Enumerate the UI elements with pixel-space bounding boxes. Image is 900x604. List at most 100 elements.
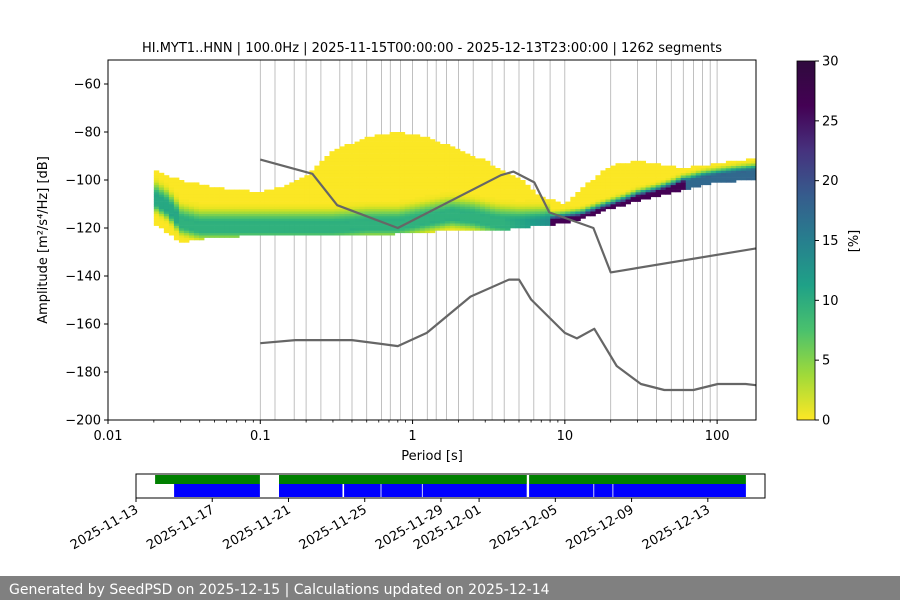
heatmap-cell <box>334 151 340 154</box>
heatmap-cell <box>354 146 360 150</box>
heatmap-cell <box>324 156 330 159</box>
heatmap-cell <box>404 213 411 217</box>
heatmap-cell <box>585 211 591 214</box>
heatmap-cell <box>464 213 471 217</box>
heatmap-cell <box>454 189 461 193</box>
heatmap-cell <box>209 216 215 219</box>
heatmap-cell <box>490 206 496 210</box>
heatmap-cell <box>515 225 521 229</box>
heatmap-cell <box>545 218 551 222</box>
heatmap-cell <box>178 189 185 193</box>
heatmap-cell <box>399 204 406 207</box>
heatmap-cell <box>605 201 611 205</box>
heatmap-cell <box>474 192 481 195</box>
heatmap-cell <box>409 148 416 152</box>
heatmap-cell <box>329 160 335 164</box>
heatmap-cell <box>650 187 657 190</box>
heatmap-cell <box>369 211 376 214</box>
heatmap-cell <box>294 232 300 236</box>
heatmap-cell <box>279 211 285 214</box>
heatmap-cell <box>540 201 546 205</box>
heatmap-cell <box>334 177 340 181</box>
heatmap-cell <box>419 228 426 231</box>
heatmap-cell <box>459 223 466 226</box>
heatmap-cell <box>424 201 431 205</box>
heatmap-cell <box>389 172 396 176</box>
heatmap-cell <box>344 213 350 217</box>
heatmap-cell <box>289 196 295 200</box>
heatmap-cell <box>510 201 516 205</box>
heatmap-cell <box>329 218 335 222</box>
heatmap-cell <box>384 204 391 207</box>
heatmap-cell <box>505 216 511 219</box>
heatmap-cell <box>369 151 376 154</box>
heatmap-cell <box>590 199 596 202</box>
heatmap-cell <box>259 211 265 214</box>
heatmap-cell <box>630 192 636 195</box>
heatmap-cell <box>289 182 295 186</box>
heatmap-cell <box>289 225 295 229</box>
heatmap-cell <box>490 182 496 186</box>
heatmap-cell <box>389 175 396 178</box>
heatmap-cell <box>575 211 581 214</box>
heatmap-cell <box>454 223 461 226</box>
heatmap-cell <box>314 228 320 231</box>
heatmap-cell <box>264 208 270 212</box>
heatmap-cell <box>480 177 486 181</box>
heatmap-cell <box>173 225 180 229</box>
heatmap-cell <box>469 165 476 169</box>
heatmap-cell <box>364 170 371 174</box>
heatmap-cell <box>339 153 345 157</box>
heatmap-cell <box>685 172 692 176</box>
heatmap-cell <box>404 151 411 154</box>
heatmap-cell <box>459 211 466 214</box>
heatmap-cell <box>334 201 340 205</box>
heatmap-cell <box>640 192 647 195</box>
heatmap-cell <box>153 182 160 186</box>
heatmap-cell <box>394 153 401 157</box>
heatmap-cell <box>209 220 215 224</box>
heatmap-cell <box>454 218 461 222</box>
heatmap-cell <box>229 206 235 210</box>
heatmap-cell <box>344 228 350 231</box>
y-tick-label: −60 <box>74 78 101 93</box>
heatmap-cell <box>449 160 456 164</box>
heatmap-cell <box>670 172 677 176</box>
heatmap-cell <box>344 232 350 236</box>
heatmap-cell <box>424 139 431 142</box>
heatmap-cell <box>600 204 606 207</box>
heatmap-cell <box>188 216 195 219</box>
heatmap-cell <box>725 163 732 166</box>
heatmap-cell <box>234 225 240 229</box>
heatmap-cell <box>364 204 371 207</box>
heatmap-cell <box>178 218 185 222</box>
heatmap-cell <box>399 172 406 176</box>
heatmap-cell <box>163 199 170 202</box>
heatmap-cell <box>163 211 170 214</box>
heatmap-cell <box>464 194 471 198</box>
heatmap-cell <box>359 168 365 171</box>
heatmap-cell <box>414 170 421 174</box>
heatmap-cell <box>424 170 431 174</box>
heatmap-cell <box>188 225 195 229</box>
heatmap-cell <box>545 204 551 207</box>
heatmap-cell <box>173 237 180 241</box>
heatmap-cell <box>319 204 325 207</box>
heatmap-cell <box>254 228 260 231</box>
heatmap-cell <box>610 206 616 210</box>
heatmap-cell <box>710 172 717 176</box>
heatmap-cell <box>374 134 381 138</box>
heatmap-cell <box>660 170 667 174</box>
heatmap-cell <box>454 204 461 207</box>
heatmap-cell <box>344 199 350 202</box>
heatmap-cell <box>680 170 687 174</box>
heatmap-cell <box>344 148 350 152</box>
heatmap-cell <box>344 201 350 205</box>
x-tick-label: 1 <box>408 429 416 444</box>
heatmap-cell <box>178 180 185 183</box>
heatmap-cell <box>399 189 406 193</box>
heatmap-cell <box>359 170 365 174</box>
heatmap-cell <box>334 192 340 195</box>
heatmap-cell <box>384 177 391 181</box>
heatmap-cell <box>384 144 391 147</box>
